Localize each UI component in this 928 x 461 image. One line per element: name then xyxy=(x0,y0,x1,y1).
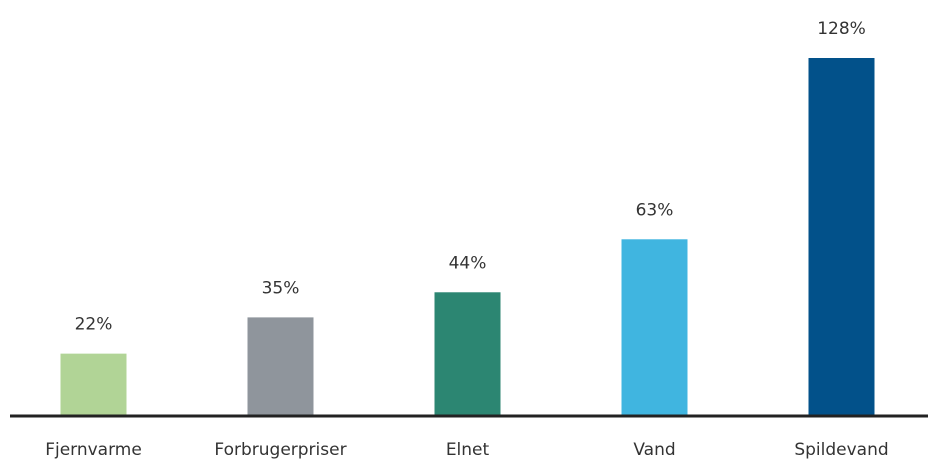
x-tick-label: Elnet xyxy=(446,440,490,460)
bar xyxy=(621,239,688,415)
x-tick-label: Fjernvarme xyxy=(45,440,142,460)
x-tick-label: Vand xyxy=(633,440,675,460)
value-label: 128% xyxy=(817,19,866,39)
value-label: 44% xyxy=(449,253,487,273)
x-tick-label: Spildevand xyxy=(794,440,888,460)
bar xyxy=(434,292,501,415)
x-tick-label: Forbrugerpriser xyxy=(214,440,346,460)
bar xyxy=(247,317,314,415)
bar xyxy=(808,58,875,415)
value-label: 22% xyxy=(75,315,113,335)
bar xyxy=(60,353,127,415)
value-label: 35% xyxy=(262,278,300,298)
value-label: 63% xyxy=(636,200,674,220)
